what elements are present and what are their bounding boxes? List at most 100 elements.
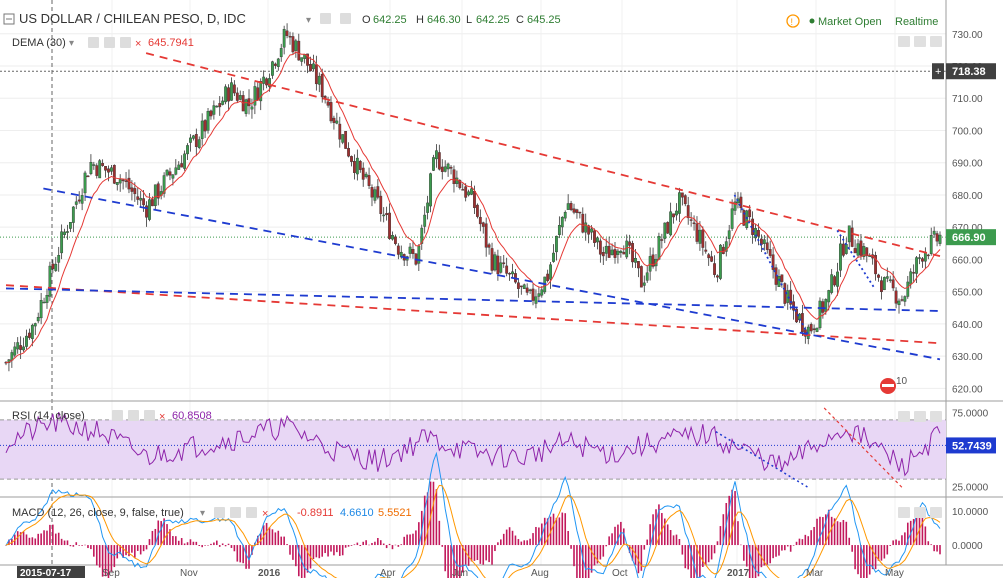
macd-histogram-bar [192, 541, 195, 546]
macd-histogram-bar [871, 545, 874, 570]
rsi-panel[interactable] [0, 407, 946, 489]
add-alert-icon[interactable] [932, 63, 944, 80]
panel-up-icon[interactable] [898, 36, 910, 47]
candle [581, 207, 585, 234]
macd-histogram-bar [745, 545, 748, 567]
rsi-maximize-icon[interactable] [930, 411, 942, 422]
trendline[interactable] [733, 194, 811, 338]
candle [704, 241, 708, 254]
last-price-label-box [946, 229, 996, 246]
rsi-settings-icon[interactable] [128, 410, 139, 421]
candle [724, 236, 728, 257]
symbol-title[interactable]: US DOLLAR / CHILEAN PESO, D, IDC [19, 11, 246, 26]
rsi-value: 60.8508 [172, 410, 212, 422]
macd-histogram-bar [104, 545, 107, 577]
candle [16, 337, 20, 354]
rsi-down-icon[interactable] [914, 411, 926, 422]
rsi-format-icon[interactable] [144, 410, 155, 421]
candle [493, 251, 497, 272]
candle [757, 223, 760, 246]
dema-eye-icon[interactable] [88, 37, 99, 48]
events-badge[interactable]: 10 [880, 376, 908, 394]
trendline[interactable] [43, 187, 941, 361]
macd-histogram-bar [898, 540, 900, 546]
candle [271, 60, 274, 79]
rsi-label[interactable]: RSI (14, close) [12, 410, 85, 422]
candle [51, 259, 55, 274]
macd-down-icon[interactable] [914, 507, 926, 518]
candle [487, 242, 491, 255]
eye-icon[interactable] [320, 13, 331, 24]
macd-histogram-bar [444, 545, 446, 572]
macd-histogram-bar [297, 545, 300, 577]
market-status[interactable]: Market Open [818, 16, 882, 28]
trendline[interactable] [5, 284, 941, 345]
dema-chevron-icon[interactable]: ▾ [69, 38, 74, 49]
candle [391, 231, 394, 241]
candle [569, 200, 573, 212]
chevron-down-icon[interactable]: ▾ [306, 15, 311, 26]
horizontal-line-price-label: 718.38 [952, 66, 986, 78]
trendline[interactable] [836, 229, 876, 289]
candle [938, 231, 942, 247]
macd-histogram-bar [224, 545, 227, 547]
rsi-eye-icon[interactable] [112, 410, 123, 421]
macd-maximize-icon[interactable] [930, 507, 942, 518]
candle [69, 222, 72, 232]
dema-remove-icon[interactable]: × [135, 38, 141, 50]
macd-histogram-bar [409, 534, 411, 546]
candle [815, 327, 819, 333]
rsi-remove-icon[interactable]: × [159, 411, 165, 423]
dema-label[interactable]: DEMA (30) [12, 37, 66, 49]
macd-histogram-bar [365, 540, 367, 546]
panel-maximize-icon[interactable] [930, 36, 942, 47]
macd-histogram-bar [786, 545, 789, 547]
panel-down-icon[interactable] [914, 36, 926, 47]
candle [789, 281, 793, 310]
candle [115, 182, 119, 191]
macd-eye-icon[interactable] [214, 507, 225, 518]
time-axis[interactable]: 2015-07-17 Sep Nov 2016 Apr Jun Aug Oct 2017 Mar M… [17, 566, 904, 578]
macd-histogram-bar [265, 522, 268, 546]
macd-histogram-bar [816, 518, 818, 546]
macd-histogram-bar [344, 545, 347, 548]
candle [531, 283, 535, 306]
candle [63, 228, 66, 239]
macd-panel[interactable] [5, 451, 941, 578]
dema-line [5, 51, 941, 364]
macd-label[interactable]: MACD (12, 26, close, 9, false, true) [12, 507, 184, 519]
price-panel[interactable]: 10 [0, 23, 946, 394]
macd-histogram-bar [324, 545, 326, 554]
rsi-up-icon[interactable] [898, 411, 910, 422]
symbol-legend: US DOLLAR / CHILEAN PESO, D, IDC ▾ O 642… [3, 11, 942, 50]
realtime-label[interactable]: Realtime [895, 16, 938, 28]
trendline[interactable] [145, 52, 941, 258]
rsi-trendline[interactable] [823, 407, 904, 489]
macd-histogram-bar [248, 545, 250, 569]
macd-histogram-bar [233, 545, 236, 552]
candle [197, 136, 201, 150]
macd-histogram-bar [497, 542, 499, 546]
candle [563, 210, 567, 222]
price-axis[interactable]: 730.00720.00710.00700.00690.00680.00670.… [932, 30, 996, 552]
candle [244, 98, 248, 117]
dema-settings-icon[interactable] [104, 37, 115, 48]
candle [347, 142, 350, 158]
macd-settings-icon[interactable] [230, 507, 241, 518]
market-open-dot-icon [809, 18, 815, 24]
settings-icon[interactable] [340, 13, 351, 24]
macd-up-icon[interactable] [898, 507, 910, 518]
info-circle-icon[interactable] [786, 14, 800, 28]
macd-format-icon[interactable] [246, 507, 257, 518]
macd-remove-icon[interactable]: × [262, 508, 268, 520]
candle [101, 159, 105, 167]
rsi-trendline[interactable] [715, 431, 810, 489]
trendline[interactable] [5, 287, 941, 312]
macd-histogram-bar [912, 518, 915, 546]
collapse-legend-icon[interactable] [3, 13, 15, 25]
dema-format-icon[interactable] [120, 37, 131, 48]
candle [598, 238, 602, 263]
macd-histogram-bar [740, 544, 742, 546]
time-tick-label: Oct [612, 568, 628, 578]
candle [932, 226, 936, 238]
